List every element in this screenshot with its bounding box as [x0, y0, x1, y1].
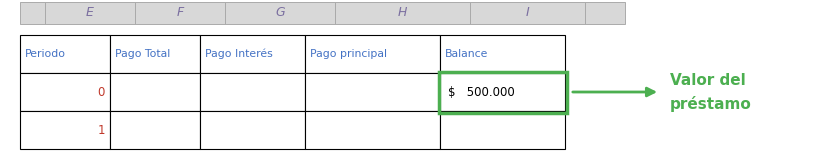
Bar	[438, 71, 566, 113]
Text: Pago Total: Pago Total	[115, 49, 170, 59]
Text: $   500.000: $ 500.000	[448, 86, 515, 99]
Text: préstamo: préstamo	[670, 96, 752, 112]
Bar	[305, 35, 440, 73]
Bar	[440, 73, 565, 111]
Bar	[20, 2, 45, 24]
Bar	[20, 111, 110, 149]
Text: 0: 0	[98, 86, 105, 99]
Bar	[110, 73, 200, 111]
Bar	[200, 73, 305, 111]
Bar	[305, 111, 440, 149]
Text: Periodo: Periodo	[25, 49, 66, 59]
Bar	[45, 2, 135, 24]
Bar	[110, 35, 200, 73]
Bar	[585, 2, 625, 24]
Bar	[110, 111, 200, 149]
Text: I: I	[525, 7, 530, 20]
Bar	[440, 111, 565, 149]
Text: H: H	[398, 7, 407, 20]
Text: Pago Interés: Pago Interés	[205, 49, 273, 59]
Text: Valor del: Valor del	[670, 73, 745, 88]
Text: Pago principal: Pago principal	[310, 49, 387, 59]
Text: G: G	[275, 7, 285, 20]
Bar	[20, 35, 110, 73]
Bar	[305, 73, 440, 111]
Bar	[20, 73, 110, 111]
Bar	[135, 2, 225, 24]
Text: E: E	[86, 7, 94, 20]
Bar	[440, 35, 565, 73]
Bar	[200, 111, 305, 149]
Bar	[200, 35, 305, 73]
Text: 1: 1	[98, 124, 105, 136]
Text: F: F	[177, 7, 184, 20]
Text: Balance: Balance	[445, 49, 488, 59]
Bar	[470, 2, 585, 24]
Bar	[225, 2, 335, 24]
Bar	[335, 2, 470, 24]
